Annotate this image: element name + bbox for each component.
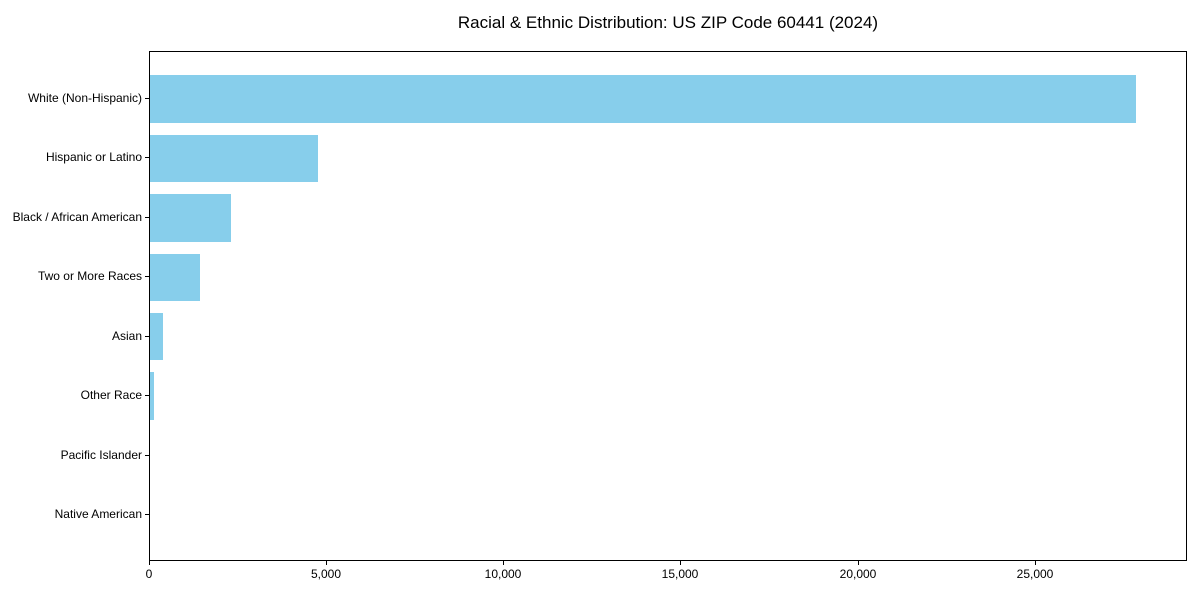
x-tick-mark: [858, 561, 859, 565]
y-tick-mark: [145, 276, 149, 277]
x-tick-mark: [149, 561, 150, 565]
bar-white-non-hispanic: [150, 75, 1137, 123]
y-tick-mark: [145, 217, 149, 218]
y-tick-mark: [145, 157, 149, 158]
y-tick-label-asian: Asian: [111, 329, 142, 343]
x-tick-label-5000: 5,000: [310, 567, 342, 581]
chart-title: Racial & Ethnic Distribution: US ZIP Cod…: [457, 13, 879, 32]
y-tick-label-pacific-islander: Pacific Islander: [60, 448, 142, 462]
y-tick-label-black-african-american: Black / African American: [12, 210, 142, 224]
x-tick-label-25000: 25,000: [1016, 567, 1054, 581]
x-tick-mark: [503, 561, 504, 565]
y-tick-mark: [145, 336, 149, 337]
y-tick-mark: [145, 395, 149, 396]
bar-black-african-american: [150, 194, 231, 242]
y-tick-label-other-race: Other Race: [80, 388, 142, 402]
bar-two-or-more-races: [150, 253, 200, 302]
y-tick-mark: [145, 455, 149, 456]
y-tick-label-white-non-hispanic: White (Non-Hispanic): [27, 91, 142, 105]
x-tick-mark: [680, 561, 681, 565]
y-tick-label-hispanic-or-latino: Hispanic or Latino: [45, 150, 142, 164]
y-tick-mark: [145, 98, 149, 99]
bar-other-race: [150, 372, 154, 420]
plot-area: [149, 51, 1187, 561]
bar-hispanic-or-latino: [150, 134, 318, 183]
x-tick-mark: [1035, 561, 1036, 565]
x-tick-label-20000: 20,000: [839, 567, 877, 581]
x-tick-label-15000: 15,000: [661, 567, 699, 581]
x-tick-label-10000: 10,000: [484, 567, 522, 581]
x-tick-mark: [326, 561, 327, 565]
y-tick-mark: [145, 514, 149, 515]
y-tick-label-two-or-more-races: Two or More Races: [37, 269, 142, 283]
bar-asian: [150, 312, 163, 361]
x-tick-label-0: 0: [145, 567, 153, 581]
y-tick-label-native-american: Native American: [54, 507, 142, 521]
